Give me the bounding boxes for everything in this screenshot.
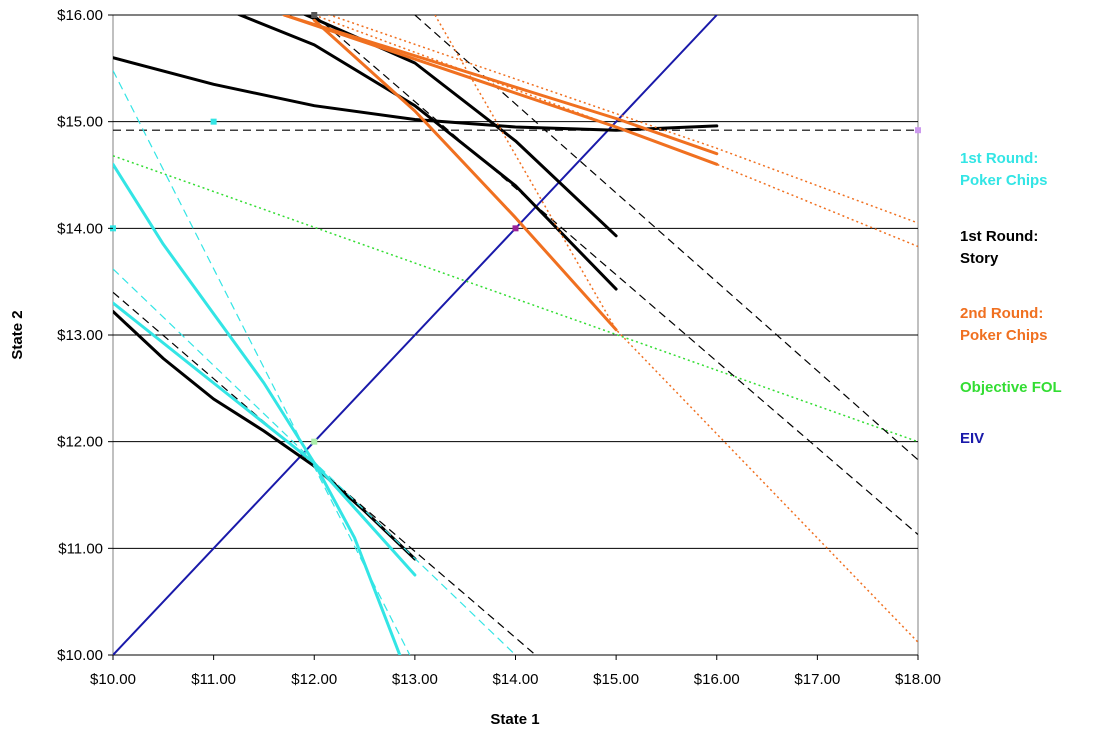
x-tick-label: $15.00 [593,671,639,688]
legend-poker2: 2nd Round: [960,305,1043,322]
x-tick-label: $17.00 [794,671,840,688]
y-tick-label: $13.00 [57,327,103,344]
series-poker1-line [113,301,417,577]
data-marker [512,225,519,232]
data-marker [311,438,318,445]
legend-poker1-line2: Poker Chips [960,172,1048,189]
legend-story1-line2: Story [960,250,999,267]
series-poker1-line [113,268,516,655]
x-axis-title: State 1 [490,711,539,728]
series-poker1-line [113,70,411,655]
series-poker2-line [312,18,618,332]
legend-fol: Objective FOL [960,379,1062,396]
series-story1-line [236,15,618,291]
x-tick-label: $16.00 [694,671,740,688]
y-tick-label: $10.00 [57,647,103,664]
series-poker2-line [282,15,719,156]
x-tick-label: $10.00 [90,671,136,688]
x-tick-label: $18.00 [895,671,941,688]
series-eiv-line [113,15,718,655]
y-tick-label: $16.00 [57,7,103,24]
series-poker2-line [434,15,918,643]
y-tick-label: $15.00 [57,114,103,131]
y-tick-label: $12.00 [57,434,103,451]
data-marker [311,12,318,18]
x-tick-label: $12.00 [291,671,337,688]
series-story1-line [313,15,918,535]
legend-poker1: 1st Round: [960,150,1038,167]
data-marker [210,118,217,125]
y-tick-labels: $10.00 $11.00 $12.00 $13.00 $14.00 $15.00 $16.… [57,7,113,664]
legend-eiv: EIV [960,430,984,447]
data-marker [915,127,921,134]
series-poker2-line [327,15,918,224]
y-tick-label: $14.00 [57,220,103,237]
legend-poker2-line2: Poker Chips [960,327,1048,344]
legend-story1: 1st Round: [960,228,1038,245]
series-poker1-line [113,162,402,655]
x-tick-label: $14.00 [493,671,539,688]
y-tick-label: $11.00 [58,540,103,557]
y-axis-title: State 2 [9,310,26,359]
series-story1-line [113,56,719,132]
x-tick-labels: $10.00 $11.00 $12.00 $13.00 $14.00 $15.00 $16.… [90,655,941,688]
series-story1-line [113,310,417,561]
x-tick-label: $11.00 [191,671,236,688]
x-tick-label: $13.00 [392,671,438,688]
series-layer [113,15,918,655]
series-story1-line [414,15,918,461]
legend: 1st Round: Poker Chips 1st Round: Story 2nd … [960,150,1062,447]
series-fol-line [113,155,918,443]
